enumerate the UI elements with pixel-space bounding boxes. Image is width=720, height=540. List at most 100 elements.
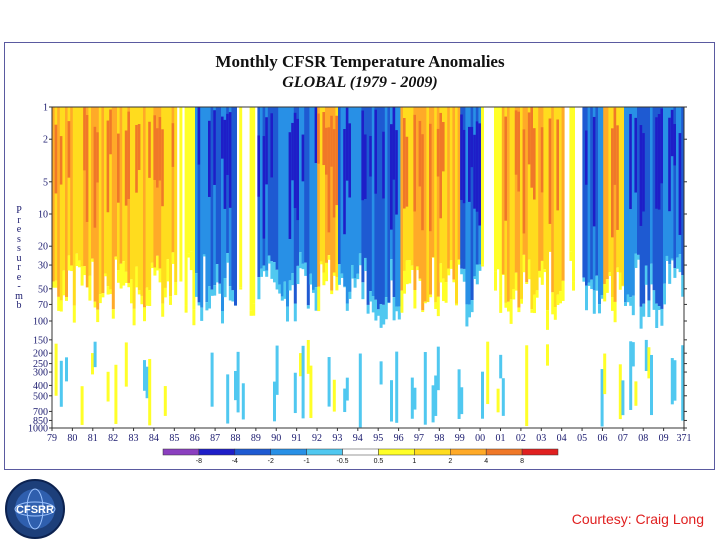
anomaly-cell-fringe [283, 281, 287, 299]
anomaly-cell-upper [252, 107, 256, 304]
anomaly-cell-fringe [527, 259, 531, 280]
anomaly-cell-fringe [57, 296, 61, 311]
anomaly-cell-upper [468, 107, 471, 305]
anomaly-cell-fringe [223, 278, 227, 298]
anomaly-cell-lower [618, 364, 622, 420]
anomaly-cell-strong [390, 124, 393, 230]
anomaly-cell-fringe [587, 282, 591, 286]
anomaly-cell-upper [374, 107, 378, 300]
anomaly-cell-fringe [499, 295, 503, 313]
anomaly-cell-upper [663, 107, 666, 284]
anomaly-cell-fringe [652, 290, 656, 310]
anomaly-cell-fringe [392, 297, 396, 321]
colorbar-label: 0.5 [374, 458, 384, 465]
anomaly-cell-lower [460, 387, 464, 415]
anomaly-cell-fringe [343, 286, 347, 288]
anomaly-cell-upper [319, 107, 323, 262]
anomaly-cell-upper [626, 107, 630, 295]
anomaly-cell-fringe [423, 301, 427, 304]
anomaly-cell-fringe [340, 273, 344, 278]
anomaly-cell-fringe [413, 289, 417, 309]
anomaly-cell-strong [678, 133, 682, 235]
anomaly-cell-strong [660, 108, 664, 184]
anomaly-cell-strong [429, 123, 432, 232]
anomaly-cell-lower [358, 353, 362, 428]
anomaly-cell-strong [296, 118, 300, 221]
anomaly-cell-lower [80, 386, 84, 425]
anomaly-cell-fringe [161, 303, 165, 317]
anomaly-cell-upper [418, 107, 422, 279]
anomaly-cell-upper [325, 107, 328, 263]
x-tick-label: 89 [251, 433, 261, 444]
anomaly-cell-upper [452, 107, 456, 280]
anomaly-cell-strong [127, 111, 131, 200]
anomaly-cell-fringe [592, 290, 596, 314]
colorbar-swatch [485, 448, 523, 456]
anomaly-cell-fringe [213, 285, 217, 296]
x-tick-label: 07 [618, 433, 628, 444]
anomaly-cell-lower [631, 342, 635, 367]
anomaly-cell-lower [681, 345, 684, 421]
anomaly-cell-upper [122, 107, 126, 262]
anomaly-cell-upper [109, 107, 113, 290]
colorbar-label: -2 [268, 458, 274, 465]
anomaly-cell-lower [436, 346, 440, 391]
anomaly-cell-fringe [153, 267, 157, 276]
anomaly-cell-strong [330, 115, 334, 167]
heatmap-field [52, 107, 684, 428]
x-tick-label: 82 [108, 433, 118, 444]
anomaly-cell-lower [343, 388, 347, 413]
anomaly-cell-fringe [520, 298, 523, 304]
anomaly-cell-strong [85, 115, 89, 222]
anomaly-cell-strong [616, 125, 620, 230]
anomaly-cell-strong [228, 112, 232, 208]
anomaly-cell-upper [637, 107, 640, 255]
anomaly-cell-strong [325, 127, 328, 175]
y-tick-label: 10 [38, 210, 48, 221]
anomaly-cell-fringe [504, 302, 508, 308]
anomaly-cell-upper [621, 107, 625, 286]
anomaly-cell-fringe [122, 261, 126, 286]
anomaly-cell-upper [644, 107, 648, 266]
anomaly-cell-strong [262, 136, 266, 239]
colorbar-swatch [198, 448, 236, 456]
colorbar-label: 1 [412, 458, 416, 465]
anomaly-cell-fringe [72, 305, 76, 323]
anomaly-cell-strong [109, 109, 113, 155]
colorbar-label: -4 [232, 458, 238, 465]
anomaly-cell-upper [392, 107, 396, 298]
anomaly-cell-fringe [416, 266, 419, 271]
anomaly-cell-fringe [252, 303, 256, 316]
x-tick-label: 87 [210, 433, 220, 444]
anomaly-cell-upper [681, 107, 684, 276]
anomaly-cell-upper [538, 107, 542, 271]
anomaly-cell-upper [80, 107, 84, 267]
anomaly-cell-strong [642, 133, 646, 212]
anomaly-cell-strong [436, 128, 440, 177]
anomaly-cell-lower [345, 377, 349, 401]
anomaly-cell-strong [343, 129, 347, 235]
anomaly-cell-lower [603, 353, 607, 395]
anomaly-cell-upper [286, 107, 289, 307]
x-tick-label: 80 [67, 433, 77, 444]
anomaly-cell-strong [382, 131, 386, 199]
anomaly-cell-strong [611, 128, 614, 238]
anomaly-cell-upper [70, 107, 74, 266]
anomaly-cell-fringe [442, 278, 445, 302]
anomaly-cell-fringe [226, 253, 230, 263]
anomaly-cell-upper [631, 107, 635, 296]
anomaly-cell-fringe [608, 272, 612, 277]
anomaly-cell-fringe [52, 281, 55, 288]
anomaly-cell-lower [65, 357, 68, 382]
anomaly-cell-lower [148, 358, 152, 426]
anomaly-cell-strong [361, 110, 365, 201]
anomaly-cell-upper [650, 107, 653, 264]
anomaly-cell-fringe [148, 290, 152, 306]
anomaly-cell-lower [390, 380, 393, 422]
anomaly-cell-upper [499, 107, 503, 296]
anomaly-cell-fringe [616, 267, 620, 273]
x-tick-label: 00 [475, 433, 485, 444]
anomaly-cell-upper [189, 107, 193, 252]
anomaly-cell-upper [527, 107, 531, 260]
anomaly-cell-fringe [345, 303, 349, 311]
